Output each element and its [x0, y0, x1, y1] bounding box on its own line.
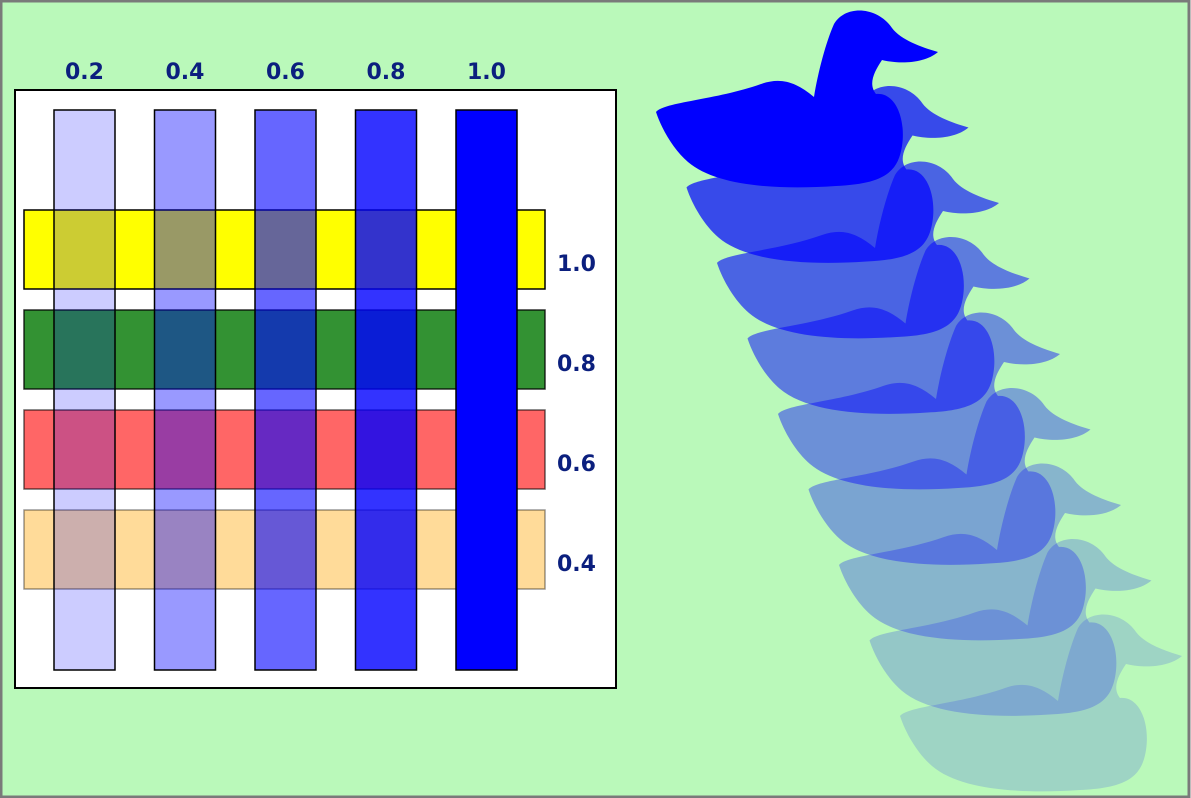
column-opacity-label: 1.0	[467, 60, 506, 85]
column-bars-group	[53, 109, 518, 671]
column-opacity-label: 0.6	[266, 60, 305, 85]
column-bar	[354, 109, 418, 671]
row-opacity-label: 0.8	[557, 352, 596, 377]
column-bar	[455, 109, 518, 671]
row-labels-group: 1.0 0.8 0.6 0.4	[557, 252, 596, 577]
column-labels-group: 0.2 0.4 0.6 0.8 1.0	[65, 60, 506, 85]
column-bar	[153, 109, 217, 671]
column-bar	[53, 109, 116, 671]
row-opacity-label: 1.0	[557, 252, 596, 277]
column-opacity-label: 0.4	[166, 60, 205, 85]
column-bar	[254, 109, 317, 671]
column-opacity-label: 0.8	[367, 60, 406, 85]
row-opacity-label: 0.6	[557, 452, 596, 477]
row-opacity-label: 0.4	[557, 552, 596, 577]
column-opacity-label: 0.2	[65, 60, 104, 85]
